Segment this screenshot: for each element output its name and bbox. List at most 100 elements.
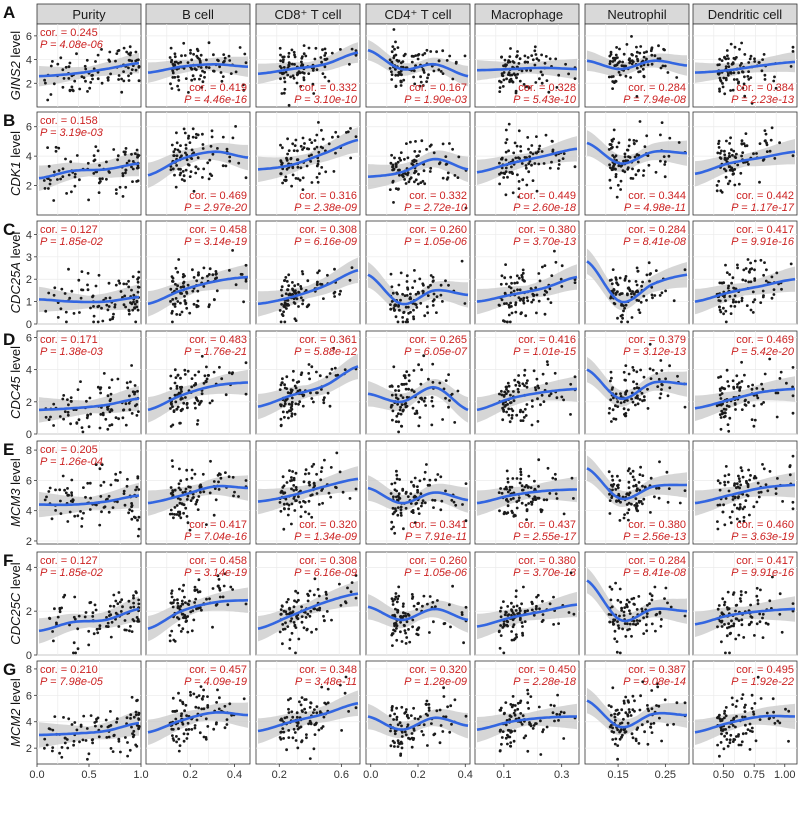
data-point xyxy=(616,484,619,487)
data-point xyxy=(285,280,289,283)
data-point xyxy=(60,755,64,759)
data-point xyxy=(310,181,314,184)
data-point xyxy=(416,488,419,492)
data-point xyxy=(631,475,635,479)
data-point xyxy=(618,587,622,591)
data-point xyxy=(171,405,174,408)
data-point xyxy=(722,76,726,80)
data-point xyxy=(737,477,741,480)
data-point xyxy=(636,269,640,273)
y-tick-label: 6 xyxy=(26,122,32,134)
data-point xyxy=(190,385,194,389)
data-point xyxy=(191,74,195,78)
data-point xyxy=(295,81,299,85)
data-point xyxy=(573,375,577,379)
data-point xyxy=(555,396,559,400)
data-point xyxy=(626,148,630,152)
data-point xyxy=(89,412,92,416)
data-point xyxy=(409,492,413,495)
data-points xyxy=(43,45,141,102)
data-point xyxy=(610,587,614,591)
data-point xyxy=(244,263,248,267)
data-point xyxy=(609,166,612,170)
data-point xyxy=(610,146,613,150)
data-point xyxy=(193,401,197,405)
data-point xyxy=(283,491,287,495)
data-point xyxy=(185,306,189,310)
data-point xyxy=(397,412,400,416)
data-point xyxy=(192,692,196,696)
data-point xyxy=(184,601,187,604)
trend-line xyxy=(147,275,249,306)
data-point xyxy=(498,90,502,93)
data-point xyxy=(614,56,618,60)
data-point xyxy=(171,710,175,713)
data-point xyxy=(733,294,737,298)
data-point xyxy=(650,62,654,66)
data-point xyxy=(635,266,639,270)
data-point xyxy=(290,412,294,416)
data-point xyxy=(293,317,297,321)
data-point xyxy=(614,173,618,176)
data-point xyxy=(290,62,294,66)
data-point xyxy=(747,385,750,388)
data-point xyxy=(426,294,430,297)
data-point xyxy=(395,396,398,400)
data-point xyxy=(108,614,111,617)
data-point xyxy=(171,601,175,605)
data-point xyxy=(720,409,724,413)
data-point xyxy=(82,511,85,515)
data-point xyxy=(615,640,619,643)
data-point xyxy=(608,60,612,63)
data-point xyxy=(211,273,215,277)
data-point xyxy=(718,87,721,91)
data-point xyxy=(736,163,740,167)
data-point xyxy=(287,707,290,711)
p-value: P = 3.14e-19 xyxy=(184,567,247,579)
data-point xyxy=(521,382,525,386)
data-point xyxy=(318,606,322,610)
data-point xyxy=(287,293,291,297)
data-point xyxy=(189,693,193,697)
data-point xyxy=(298,700,301,704)
data-point xyxy=(284,179,287,183)
data-point xyxy=(321,72,325,75)
data-point xyxy=(92,632,96,636)
trend-line xyxy=(694,150,796,176)
data-point xyxy=(320,166,324,169)
data-point xyxy=(651,296,654,300)
data-point xyxy=(50,517,54,521)
data-point xyxy=(747,270,751,273)
data-point xyxy=(295,488,298,491)
data-point xyxy=(623,413,626,416)
data-point xyxy=(209,144,213,148)
data-point xyxy=(51,630,54,633)
data-point xyxy=(183,368,187,372)
data-point xyxy=(761,636,765,639)
data-point xyxy=(188,599,191,603)
data-point xyxy=(508,55,512,58)
correlation-value: cor. = 0.419 xyxy=(189,82,247,94)
data-point xyxy=(93,158,97,162)
data-point xyxy=(202,735,206,739)
p-value: P = 4.08e-06 xyxy=(40,39,104,51)
data-point xyxy=(292,369,295,373)
data-point xyxy=(417,53,421,56)
data-point xyxy=(94,284,98,288)
data-point xyxy=(511,477,515,480)
data-point xyxy=(719,375,723,379)
data-point xyxy=(122,79,126,83)
data-point xyxy=(501,85,505,88)
data-point xyxy=(607,411,611,415)
data-point xyxy=(177,617,181,621)
data-point xyxy=(113,305,117,309)
data-point xyxy=(86,288,90,292)
level-word: level xyxy=(8,232,23,259)
data-point xyxy=(567,611,571,614)
data-point xyxy=(108,386,111,389)
data-point xyxy=(405,142,408,146)
data-point xyxy=(522,299,525,303)
data-point xyxy=(280,294,284,297)
data-point xyxy=(218,588,222,592)
